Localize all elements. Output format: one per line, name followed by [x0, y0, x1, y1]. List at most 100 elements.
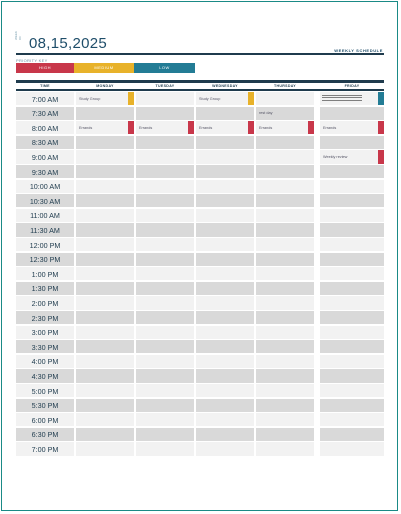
- schedule-cell[interactable]: [196, 325, 254, 339]
- schedule-cell[interactable]: [136, 340, 194, 354]
- schedule-cell[interactable]: [256, 427, 314, 441]
- schedule-cell[interactable]: [76, 325, 134, 339]
- schedule-cell[interactable]: [196, 311, 254, 325]
- schedule-cell[interactable]: [256, 252, 314, 266]
- schedule-cell[interactable]: [256, 340, 314, 354]
- schedule-cell[interactable]: [76, 398, 134, 412]
- schedule-cell[interactable]: [76, 369, 134, 383]
- schedule-cell[interactable]: [256, 106, 314, 120]
- schedule-cell[interactable]: [320, 296, 384, 310]
- schedule-cell[interactable]: [320, 340, 384, 354]
- schedule-cell[interactable]: [136, 384, 194, 398]
- schedule-cell[interactable]: [256, 165, 314, 179]
- schedule-cell[interactable]: [76, 384, 134, 398]
- schedule-cell[interactable]: [76, 252, 134, 266]
- schedule-cell[interactable]: [256, 238, 314, 252]
- schedule-cell[interactable]: [196, 150, 254, 164]
- event-text[interactable]: rest day: [259, 111, 273, 116]
- schedule-cell[interactable]: [196, 281, 254, 295]
- schedule-cell[interactable]: [76, 121, 134, 135]
- schedule-cell[interactable]: [320, 325, 384, 339]
- schedule-cell[interactable]: [320, 442, 384, 456]
- schedule-cell[interactable]: [136, 165, 194, 179]
- schedule-cell[interactable]: [196, 427, 254, 441]
- schedule-cell[interactable]: [320, 354, 384, 368]
- schedule-cell[interactable]: [256, 442, 314, 456]
- schedule-cell[interactable]: [256, 398, 314, 412]
- schedule-cell[interactable]: [256, 267, 314, 281]
- schedule-cell[interactable]: [320, 369, 384, 383]
- schedule-cell[interactable]: [320, 194, 384, 208]
- schedule-cell[interactable]: [320, 223, 384, 237]
- schedule-cell[interactable]: [136, 238, 194, 252]
- schedule-cell[interactable]: [196, 179, 254, 193]
- schedule-date[interactable]: 08,15,2025: [29, 35, 108, 52]
- schedule-cell[interactable]: [196, 442, 254, 456]
- schedule-cell[interactable]: [320, 165, 384, 179]
- schedule-cell[interactable]: [196, 369, 254, 383]
- schedule-cell[interactable]: [196, 384, 254, 398]
- schedule-cell[interactable]: [196, 165, 254, 179]
- schedule-cell[interactable]: [196, 223, 254, 237]
- event-text[interactable]: Errands: [199, 125, 213, 130]
- schedule-cell[interactable]: [76, 296, 134, 310]
- schedule-cell[interactable]: [320, 413, 384, 427]
- schedule-cell[interactable]: [76, 354, 134, 368]
- event-text[interactable]: Errands: [139, 125, 153, 130]
- schedule-cell[interactable]: [320, 92, 384, 106]
- schedule-cell[interactable]: [136, 121, 194, 135]
- schedule-cell[interactable]: [256, 135, 314, 149]
- schedule-cell[interactable]: [136, 427, 194, 441]
- schedule-cell[interactable]: [320, 121, 384, 135]
- schedule-cell[interactable]: [256, 354, 314, 368]
- schedule-cell[interactable]: [136, 150, 194, 164]
- schedule-cell[interactable]: [196, 238, 254, 252]
- schedule-cell[interactable]: [196, 340, 254, 354]
- schedule-cell[interactable]: [320, 135, 384, 149]
- schedule-cell[interactable]: [196, 398, 254, 412]
- schedule-cell[interactable]: [196, 354, 254, 368]
- schedule-cell[interactable]: [320, 106, 384, 120]
- schedule-cell[interactable]: [136, 106, 194, 120]
- schedule-cell[interactable]: [76, 413, 134, 427]
- schedule-cell[interactable]: [136, 413, 194, 427]
- schedule-cell[interactable]: [76, 311, 134, 325]
- schedule-cell[interactable]: [136, 281, 194, 295]
- event-text[interactable]: Errands: [259, 125, 273, 130]
- schedule-cell[interactable]: [256, 179, 314, 193]
- schedule-cell[interactable]: [136, 179, 194, 193]
- schedule-cell[interactable]: [76, 427, 134, 441]
- schedule-cell[interactable]: [196, 296, 254, 310]
- schedule-cell[interactable]: [76, 150, 134, 164]
- schedule-cell[interactable]: [136, 208, 194, 222]
- schedule-cell[interactable]: [136, 296, 194, 310]
- schedule-cell[interactable]: [256, 121, 314, 135]
- schedule-cell[interactable]: [76, 92, 134, 106]
- schedule-cell[interactable]: [76, 340, 134, 354]
- event-text[interactable]: Study Group: [199, 96, 221, 101]
- schedule-cell[interactable]: [76, 281, 134, 295]
- schedule-cell[interactable]: [256, 413, 314, 427]
- schedule-cell[interactable]: [320, 281, 384, 295]
- schedule-cell[interactable]: [196, 194, 254, 208]
- schedule-cell[interactable]: [196, 106, 254, 120]
- schedule-cell[interactable]: [76, 223, 134, 237]
- schedule-cell[interactable]: [256, 223, 314, 237]
- schedule-cell[interactable]: [320, 311, 384, 325]
- schedule-cell[interactable]: [136, 398, 194, 412]
- schedule-cell[interactable]: [136, 252, 194, 266]
- schedule-cell[interactable]: [76, 179, 134, 193]
- schedule-cell[interactable]: [76, 194, 134, 208]
- schedule-cell[interactable]: [136, 223, 194, 237]
- event-text[interactable]: Study Group: [79, 96, 101, 101]
- schedule-cell[interactable]: [196, 135, 254, 149]
- schedule-cell[interactable]: [136, 267, 194, 281]
- schedule-cell[interactable]: [196, 413, 254, 427]
- event-text[interactable]: Errands: [79, 125, 93, 130]
- schedule-cell[interactable]: [76, 208, 134, 222]
- schedule-cell[interactable]: [76, 106, 134, 120]
- schedule-cell[interactable]: [256, 384, 314, 398]
- schedule-cell[interactable]: [196, 267, 254, 281]
- schedule-cell[interactable]: [136, 92, 194, 106]
- event-text[interactable]: Weekly review: [323, 154, 348, 159]
